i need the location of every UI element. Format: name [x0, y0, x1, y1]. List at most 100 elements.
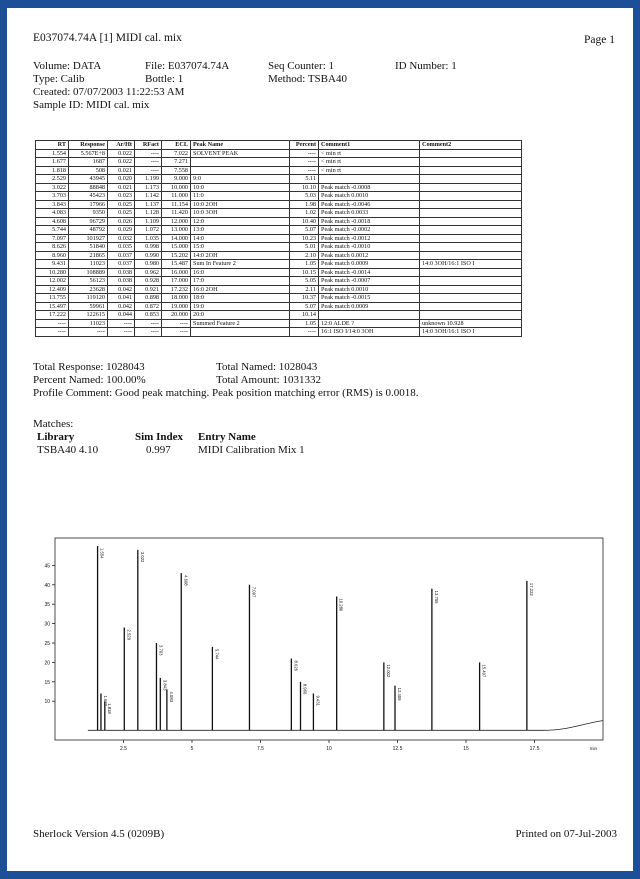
peak-label: 5.744 — [214, 649, 219, 660]
table-cell — [419, 276, 522, 286]
table-cell: 14:0 3OH/16:1 ISO I — [419, 259, 522, 269]
table-cell: 0.921 — [134, 284, 162, 294]
x-tick-label: 2.5 — [120, 746, 127, 752]
table-cell: 1.137 — [134, 199, 162, 209]
table-cell: Peak match -0.0007 — [318, 276, 420, 286]
table-row: 8.960 21865 0.037 0.990 15.202 14:0 2OH 2.10 Pe… — [35, 250, 522, 260]
table-cell: 17:0 — [190, 276, 290, 286]
table-cell: 14.000 — [161, 233, 191, 243]
matches-col-library: Library — [37, 431, 75, 443]
software-version: Sherlock Version 4.5 (0209B) — [33, 828, 165, 840]
table-cell: 3.022 — [35, 182, 69, 192]
table-row: 10.280 108889 0.038 0.962 16.000 16:0 10.15 Pea… — [35, 267, 522, 277]
table-cell — [419, 310, 522, 320]
table-row: 3.703 45423 0.023 1.142 11.000 11:0 5.03 Peak m… — [35, 191, 522, 201]
matches-col-sim-index: Sim Index — [135, 431, 183, 443]
peak-label: 12.002 — [386, 664, 391, 677]
table-cell: 0.038 — [107, 267, 135, 277]
table-cell: 11.000 — [161, 191, 191, 201]
table-cell: 23628 — [68, 284, 108, 294]
table-cell — [419, 182, 522, 192]
table-cell: 5.07 — [289, 225, 319, 235]
table-row: 1.554 5.567E+8 0.022 ---- 7.022 SOLVENT PEAK -… — [35, 148, 522, 158]
table-cell: Peak match -0.0010 — [318, 242, 420, 252]
col-ecl: ECL — [161, 140, 191, 150]
peak-label: 3.703 — [158, 645, 163, 656]
x-tick-label: 7.5 — [257, 746, 264, 752]
table-cell: 0.037 — [107, 250, 135, 260]
table-cell: 1.05 — [289, 318, 319, 328]
table-cell: ---- — [289, 157, 319, 167]
table-cell: Peak match 0.0033 — [318, 208, 420, 218]
table-cell: 18.000 — [161, 293, 191, 303]
table-cell — [419, 199, 522, 209]
table-cell: 10:0 — [190, 182, 290, 192]
table-cell: 2.10 — [289, 250, 319, 260]
table-row: 5.744 48792 0.029 1.072 13.000 13:0 5.07 Peak m… — [35, 225, 522, 235]
printed-date: Printed on 07-Jul-2003 — [515, 828, 617, 840]
table-row: 3.022 88848 0.021 1.173 10.000 10:0 10.10 Peak … — [35, 182, 522, 192]
table-row: 9.431 11023 0.037 0.980 15.487 Sum In Feature… — [35, 259, 522, 269]
table-cell: ---- — [107, 318, 135, 328]
table-cell: 7.558 — [161, 165, 191, 175]
table-cell — [190, 157, 290, 167]
table-cell — [419, 191, 522, 201]
x-tick-label: 15 — [463, 746, 469, 752]
table-cell: 15.202 — [161, 250, 191, 260]
col-response: Response — [68, 140, 108, 150]
table-cell: 11:0 — [190, 191, 290, 201]
table-cell: 13.755 — [35, 293, 69, 303]
table-cell: 10:0 2OH — [190, 199, 290, 209]
table-row: 4.083 9350 0.025 1.128 11.420 10:0 3OH 1.02 Pea… — [35, 208, 522, 218]
table-cell — [318, 174, 420, 184]
table-cell: 8.626 — [35, 242, 69, 252]
table-cell: 13:0 — [190, 225, 290, 235]
col-rfact: RFact — [134, 140, 162, 150]
chromatogram-chart: 45 40 35 30 25 20 15 10 2.5 5 7.5 10 12.5 15 17.5 min 1.… — [44, 537, 604, 752]
peak-label: 1.677 — [103, 695, 108, 706]
peak-label: 3.843 — [162, 680, 167, 691]
page-number: Page 1 — [584, 34, 615, 46]
table-cell: 0.990 — [134, 250, 162, 260]
table-cell: 12:0 ALDE ? — [318, 318, 420, 328]
meta-method: Method: TSBA40 — [268, 73, 347, 85]
table-row: 17.222 122615 0.044 0.853 20.000 20:0 10.14 — [35, 310, 522, 320]
table-cell: 14:0 — [190, 233, 290, 243]
x-unit-label: min — [590, 746, 598, 751]
total-amount: Total Amount: 1031332 — [216, 374, 321, 386]
y-tick-label: 35 — [44, 602, 50, 608]
table-cell — [419, 174, 522, 184]
table-cell: 0.872 — [134, 301, 162, 311]
table-cell: 15.497 — [35, 301, 69, 311]
table-cell: 7.022 — [161, 148, 191, 158]
table-cell: 17.000 — [161, 276, 191, 286]
total-response: Total Response: 1028043 — [33, 361, 145, 373]
table-cell: 9.431 — [35, 259, 69, 269]
table-cell: 19.000 — [161, 301, 191, 311]
table-cell: 48792 — [68, 225, 108, 235]
table-cell: 0.041 — [107, 293, 135, 303]
y-tick-label: 15 — [44, 680, 50, 686]
table-cell: 5.11 — [289, 174, 319, 184]
table-cell: 2.529 — [35, 174, 69, 184]
matches-col-entry-name: Entry Name — [198, 431, 256, 443]
table-cell: 0.020 — [107, 174, 135, 184]
y-tick-label: 10 — [44, 699, 50, 705]
table-cell: 119120 — [68, 293, 108, 303]
table-cell: 12.000 — [161, 216, 191, 226]
col-comment1: Comment1 — [318, 140, 420, 150]
table-cell: 7.097 — [35, 233, 69, 243]
table-cell: 1.142 — [134, 191, 162, 201]
table-cell: 1.109 — [134, 216, 162, 226]
table-row: ---- ---- ---- ---- ---- ---- 16:1 ISO I/14:0 … — [35, 327, 522, 337]
table-cell — [419, 233, 522, 243]
meta-created: Created: 07/07/2003 11:22:53 AM — [33, 86, 185, 98]
table-cell: Peak match 0.0010 — [318, 284, 420, 294]
table-cell: 10.280 — [35, 267, 69, 277]
table-cell: 10:0 3OH — [190, 208, 290, 218]
table-cell: 1.173 — [134, 182, 162, 192]
table-cell: 3.843 — [35, 199, 69, 209]
y-tick-label: 30 — [44, 622, 50, 628]
table-cell: 18:0 — [190, 293, 290, 303]
table-cell: 0.042 — [107, 301, 135, 311]
